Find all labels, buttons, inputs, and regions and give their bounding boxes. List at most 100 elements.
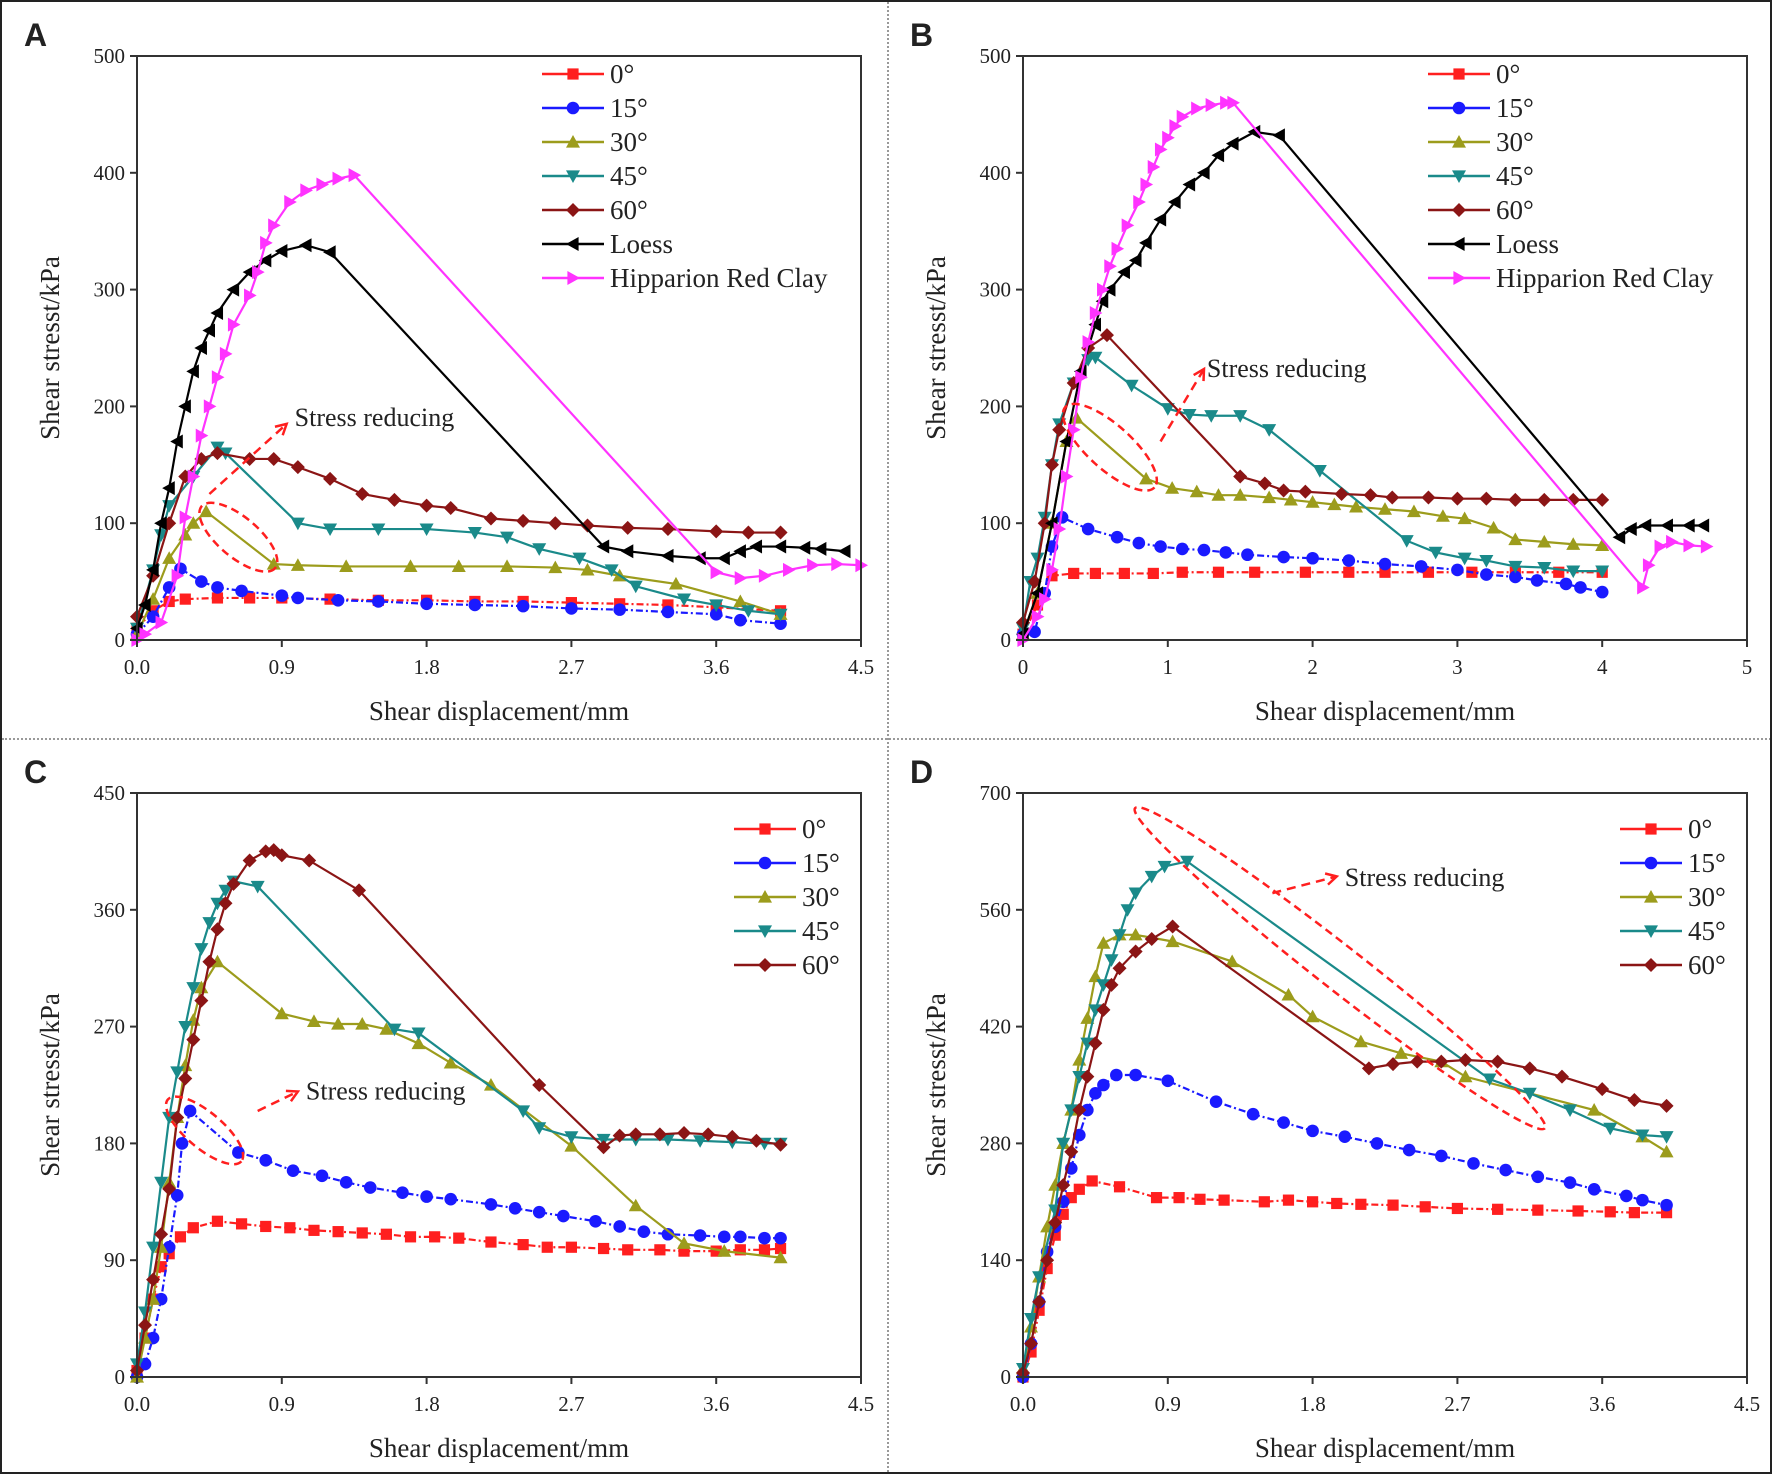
- data-point-circle: [557, 1209, 570, 1223]
- data-point-diamond: [1072, 1103, 1087, 1118]
- data-point-diamond: [1659, 1098, 1674, 1113]
- data-point-triangle-right: [1053, 522, 1067, 537]
- data-point-triangle-up: [773, 1250, 788, 1264]
- data-point-triangle-right: [1154, 142, 1168, 157]
- data-point-triangle-right: [187, 469, 201, 484]
- series-square: [131, 1215, 787, 1377]
- data-point-square: [284, 1222, 296, 1234]
- y-tick-label: 270: [94, 1015, 126, 1039]
- annotation-text: Stress reducing: [295, 403, 455, 432]
- data-point-triangle-down: [411, 1027, 426, 1041]
- data-point-triangle-right: [1169, 119, 1183, 134]
- data-point-square: [1041, 1262, 1053, 1275]
- data-point-triangle-down: [1537, 561, 1552, 575]
- data-point-diamond: [1537, 492, 1552, 507]
- series-line: [1021, 925, 1667, 1374]
- x-axis-title: Shear displacement/mm: [1255, 696, 1515, 726]
- panel-b: B 0° 15° 30° 45° 60° Loess Hipparion Red Clay 0 1…: [888, 2, 1770, 739]
- data-point-circle: [1620, 1189, 1633, 1203]
- y-tick-label: 400: [980, 161, 1012, 185]
- data-point-square: [1387, 1199, 1399, 1211]
- series-triangle-up: [1016, 927, 1674, 1375]
- legend-label: Loess: [1496, 229, 1559, 259]
- data-point-square: [1033, 1304, 1045, 1316]
- data-point-triangle-left: [660, 548, 674, 563]
- data-point-triangle-right: [203, 399, 217, 414]
- data-point-diamond: [1334, 487, 1349, 501]
- data-point-triangle-left: [1272, 128, 1285, 143]
- data-point-diamond: [242, 853, 257, 868]
- data-point-square: [734, 1244, 746, 1256]
- data-point-triangle-right: [268, 218, 281, 233]
- data-point-triangle-down: [1112, 929, 1127, 942]
- panel-a: A 0° 15° 30° 45° 60° Loess Hipparion Red Clay 0.…: [2, 2, 888, 739]
- data-point-triangle-left: [154, 516, 167, 531]
- data-point-diamond: [1566, 492, 1581, 507]
- legend-label: 0°: [610, 59, 634, 89]
- y-tick-label: 700: [980, 781, 1012, 805]
- data-point-triangle-down: [1157, 860, 1172, 874]
- data-point-diamond: [1165, 919, 1180, 934]
- data-point-triangle-right: [1637, 580, 1650, 595]
- data-point-triangle-right: [567, 271, 580, 285]
- data-point-triangle-right: [1097, 282, 1110, 297]
- data-point-diamond: [628, 1127, 643, 1142]
- data-point-triangle-left: [1139, 235, 1152, 250]
- x-axis-title: Shear displacement/mm: [369, 1433, 629, 1463]
- data-point-square: [1068, 567, 1080, 580]
- series-line: [135, 848, 781, 1371]
- legend-item: Hipparion Red Clay: [1428, 263, 1714, 293]
- data-point-triangle-up: [564, 1138, 579, 1152]
- data-point-diamond: [725, 1129, 740, 1144]
- data-point-diamond: [355, 487, 370, 501]
- data-point-triangle-down: [154, 1176, 169, 1190]
- data-point-square: [1604, 1206, 1616, 1218]
- data-point-triangle-down: [1635, 1129, 1650, 1143]
- data-point-circle: [275, 589, 289, 602]
- data-point-diamond: [194, 993, 209, 1008]
- data-point-diamond: [773, 525, 788, 540]
- legend-label: 0°: [1688, 814, 1712, 844]
- series-square: [1017, 1175, 1673, 1383]
- data-point-circle: [1081, 522, 1095, 536]
- series-triangle-right: [131, 168, 868, 647]
- data-point-triangle-right: [1075, 370, 1088, 385]
- data-point-diamond: [1508, 492, 1523, 507]
- data-point-circle: [1306, 551, 1319, 565]
- legend-label: 30°: [610, 127, 648, 157]
- data-point-triangle-down: [709, 599, 724, 612]
- data-point-circle: [1499, 1163, 1512, 1177]
- data-point-circle: [1197, 543, 1211, 557]
- data-point-triangle-up: [628, 1198, 643, 1212]
- data-point-triangle-right: [831, 557, 844, 572]
- data-point-triangle-up: [1508, 532, 1523, 546]
- data-point-triangle-down: [290, 517, 305, 531]
- data-point-diamond: [1064, 1144, 1079, 1159]
- panel-divider-horizontal: [2, 738, 1770, 740]
- data-point-circle: [1110, 1068, 1123, 1082]
- data-point-circle: [1467, 1157, 1480, 1170]
- data-point-triangle-right: [1453, 271, 1466, 285]
- data-point-triangle-up: [548, 560, 563, 574]
- data-point-triangle-down: [1452, 170, 1466, 183]
- data-point-triangle-down: [1032, 1271, 1047, 1284]
- stress-reducing-arrow: [1272, 875, 1338, 895]
- data-point-triangle-up: [1457, 511, 1472, 525]
- data-point-circle: [1587, 1182, 1601, 1196]
- data-point-diamond: [652, 1127, 667, 1142]
- data-point-triangle-up: [1659, 1144, 1674, 1158]
- data-point-triangle-down: [741, 605, 756, 618]
- data-point-circle: [1277, 1116, 1290, 1129]
- data-point-diamond: [758, 958, 772, 972]
- annotation-text: Stress reducing: [306, 1076, 466, 1105]
- data-point-triangle-left: [1168, 195, 1181, 209]
- x-tick-label: 4.5: [1734, 1392, 1760, 1416]
- data-point-diamond: [138, 1318, 153, 1333]
- data-point-triangle-left: [202, 323, 215, 338]
- data-point-circle: [613, 603, 626, 616]
- data-point-diamond: [548, 516, 563, 531]
- data-point-triangle-left: [170, 434, 183, 449]
- annotation-text: Stress reducing: [1345, 863, 1505, 892]
- data-point-circle: [693, 1229, 707, 1242]
- data-point-diamond: [202, 954, 217, 969]
